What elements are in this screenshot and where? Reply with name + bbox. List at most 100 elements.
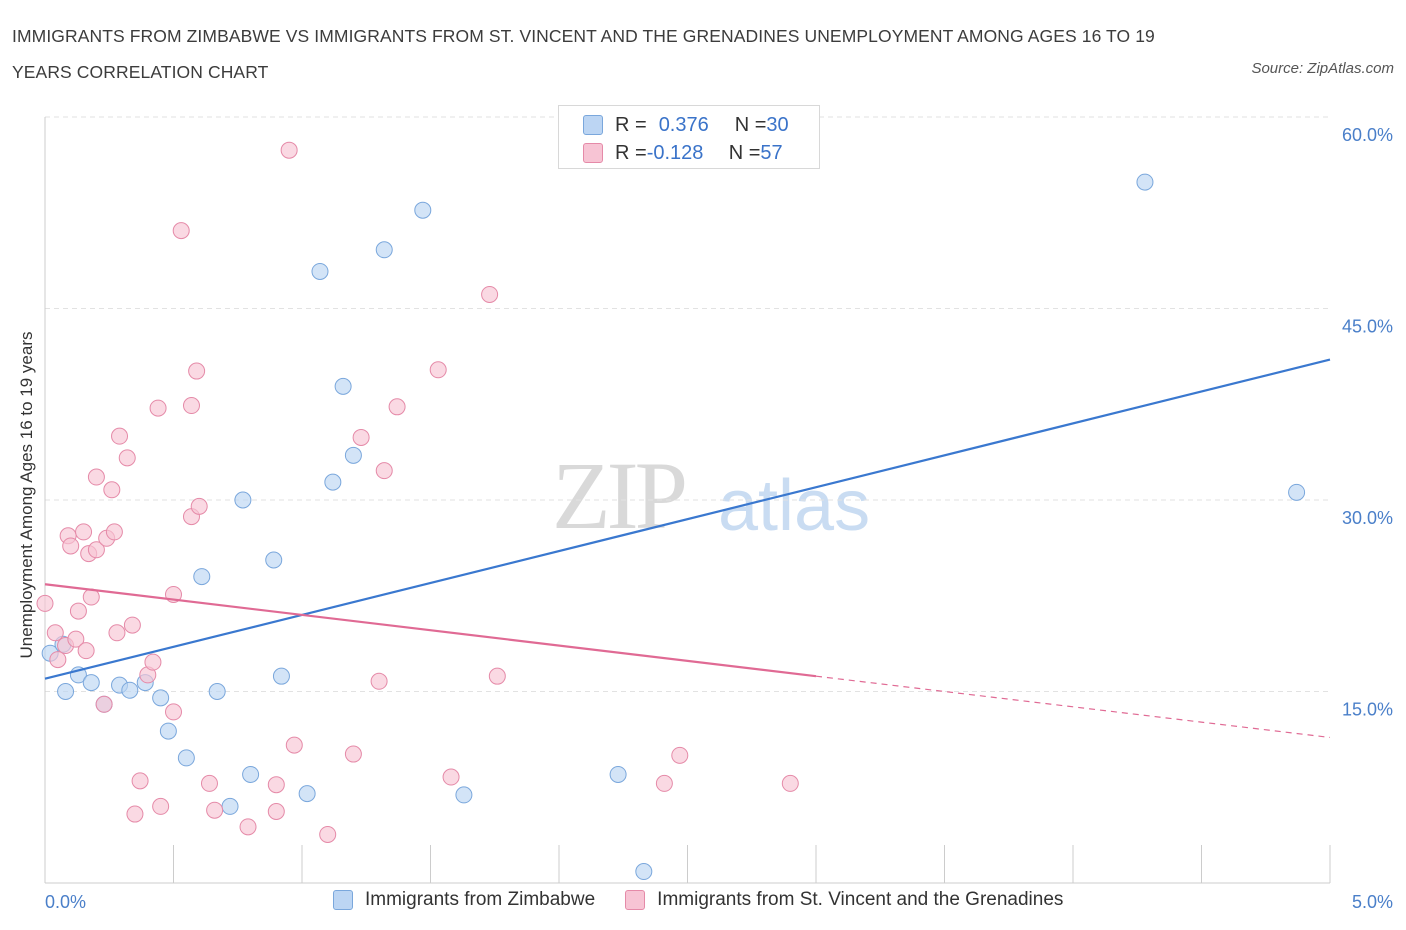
st-vincent-point — [655, 774, 673, 792]
x-tick-label: 5.0% — [1352, 892, 1393, 912]
zimbabwe-point — [121, 681, 139, 699]
st-vincent-point — [781, 774, 799, 792]
st-vincent-trend-line — [44, 583, 817, 678]
zimbabwe-point — [272, 667, 290, 685]
y-tick-label: 30.0% — [1342, 508, 1393, 528]
zimbabwe-point — [1136, 173, 1154, 191]
st-vincent-point — [165, 703, 182, 721]
st-vincent-point — [152, 797, 170, 815]
zimbabwe-point — [375, 241, 393, 259]
zimbabwe-point — [221, 797, 239, 815]
st-vincent-point — [118, 449, 136, 467]
st-vincent-point — [62, 537, 80, 555]
st-vincent-point — [126, 805, 144, 823]
st-vincent-point — [488, 667, 506, 685]
legend-row-zimbabwe: R = 0.376 N = 30 — [583, 112, 789, 138]
st-vincent-point — [103, 481, 121, 499]
st-vincent-point — [95, 695, 113, 713]
y-tick-label: 60.0% — [1342, 125, 1393, 145]
legend-r-value: -0.128 — [646, 141, 704, 164]
zimbabwe-point — [324, 473, 342, 491]
bottom-legend-swatch-zimbabwe — [333, 890, 353, 910]
bottom-legend-swatch-st-vincent — [625, 890, 646, 910]
st-vincent-point — [172, 222, 190, 240]
st-vincent-trend-extension — [815, 675, 1331, 739]
st-vincent-point — [375, 462, 393, 480]
st-vincent-point — [87, 468, 105, 486]
zimbabwe-point — [414, 201, 432, 219]
zimbabwe-point — [159, 722, 177, 740]
legend-n-label: N = — [728, 141, 761, 164]
legend-r-value: 0.376 — [658, 113, 709, 136]
legend-swatch-zimbabwe — [583, 115, 603, 135]
st-vincent-point — [239, 818, 257, 836]
legend-swatch-st-vincent — [583, 143, 603, 163]
st-vincent-point — [352, 428, 370, 446]
st-vincent-point — [49, 651, 67, 669]
zimbabwe-point — [455, 786, 473, 804]
st-vincent-point — [671, 746, 689, 764]
st-vincent-point — [206, 801, 224, 819]
zimbabwe-point — [234, 491, 252, 509]
st-vincent-point — [131, 772, 149, 790]
source-label: Source: ZipAtlas.com — [1251, 60, 1394, 77]
legend-n-value: 30 — [766, 113, 789, 136]
chart-title: IMMIGRANTS FROM ZIMBABWE VS IMMIGRANTS F… — [12, 26, 1155, 82]
zimbabwe-point — [57, 683, 75, 700]
st-vincent-point — [285, 736, 303, 754]
st-vincent-point — [370, 672, 388, 690]
st-vincent-point — [111, 427, 129, 445]
legend-row-st-vincent: R = -0.128 N = 57 — [583, 140, 783, 166]
st-vincent-point — [280, 141, 298, 159]
correlation-legend: R = 0.376 N = 30 R = -0.128 N = 57 — [558, 105, 820, 169]
st-vincent-point — [200, 774, 218, 792]
zimbabwe-point — [265, 551, 283, 569]
st-vincent-point — [36, 594, 54, 612]
zimbabwe-point — [334, 377, 352, 395]
st-vincent-point — [190, 497, 208, 515]
zimbabwe-point — [193, 568, 211, 586]
st-vincent-point — [144, 653, 162, 671]
zimbabwe-point — [635, 863, 653, 881]
st-vincent-point — [319, 825, 337, 843]
st-vincent-point — [105, 523, 123, 541]
st-vincent-point — [77, 642, 95, 660]
st-vincent-point — [67, 630, 85, 648]
st-vincent-point — [344, 745, 362, 763]
st-vincent-point — [388, 398, 406, 416]
st-vincent-point — [149, 399, 167, 417]
legend-n-label: N = — [734, 113, 767, 136]
y-tick-label: 15.0% — [1342, 700, 1393, 720]
st-vincent-point — [87, 541, 105, 559]
legend-r-label: R = — [615, 141, 647, 164]
st-vincent-point — [267, 803, 285, 821]
bottom-legend-label-zimbabwe: Immigrants from Zimbabwe — [365, 889, 596, 910]
zimbabwe-point — [152, 689, 170, 707]
series-legend: Immigrants from Zimbabwe Immigrants from… — [333, 889, 1063, 911]
zimbabwe-point — [344, 446, 362, 464]
legend-r-label: R = — [615, 113, 647, 136]
y-tick-label: 45.0% — [1342, 317, 1393, 337]
st-vincent-point — [442, 768, 460, 786]
zimbabwe-point — [298, 785, 316, 803]
zimbabwe-trend-line — [44, 358, 1331, 680]
bottom-legend-label-st-vincent: Immigrants from St. Vincent and the Gren… — [657, 889, 1064, 910]
watermark-zip: ZIP — [552, 442, 688, 549]
zimbabwe-point — [177, 749, 195, 767]
x-tick-label: 0.0% — [45, 892, 86, 912]
st-vincent-point — [481, 285, 499, 303]
st-vincent-point — [188, 362, 206, 380]
st-vincent-point — [267, 776, 285, 794]
st-vincent-point — [108, 624, 126, 642]
st-vincent-point — [69, 602, 87, 620]
st-vincent-point — [429, 361, 447, 379]
zimbabwe-point — [242, 765, 260, 783]
st-vincent-point — [75, 523, 93, 541]
zimbabwe-point — [208, 683, 226, 700]
zimbabwe-point — [311, 262, 329, 280]
st-vincent-point — [123, 616, 141, 634]
zimbabwe-point — [609, 765, 627, 783]
zimbabwe-point — [82, 674, 100, 692]
legend-n-value: 57 — [760, 141, 783, 164]
st-vincent-point — [182, 397, 200, 415]
